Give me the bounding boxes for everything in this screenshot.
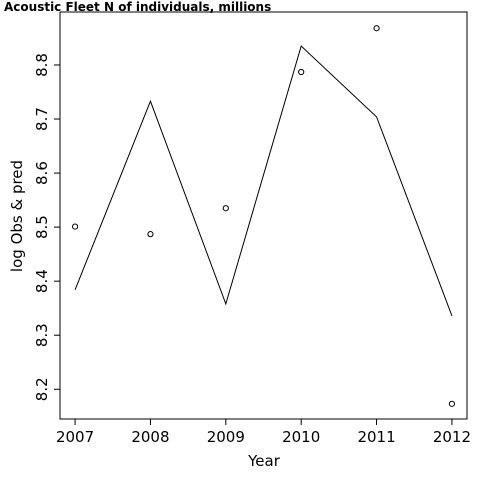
x-tick-label: 2012: [433, 428, 471, 446]
x-tick-label: 2010: [282, 428, 320, 446]
y-tick-label: 8.7: [33, 107, 51, 131]
observed-point: [298, 68, 305, 76]
y-tick-label: 8.8: [33, 53, 51, 77]
observed-point: [222, 205, 229, 212]
x-tick-label: 2011: [357, 428, 395, 446]
observed-point: [373, 25, 380, 32]
x-axis: 2007 2008 2009 2010 2011 2012: [56, 419, 471, 446]
y-tick-label: 8.3: [33, 323, 51, 347]
plot-frame: [59, 11, 468, 420]
y-tick-label: 8.5: [33, 215, 51, 239]
observed-point: [147, 231, 154, 238]
y-tick-label: 8.4: [33, 269, 51, 293]
y-tick-label: 8.2: [33, 377, 51, 401]
plot-marks: [71, 25, 456, 407]
x-tick-label: 2008: [131, 428, 169, 446]
x-tick-label: 2007: [56, 428, 94, 446]
observed-point: [448, 400, 456, 407]
observed-point: [71, 223, 79, 230]
y-axis-title: log Obs & pred: [8, 160, 26, 272]
chart-title: Acoustic Fleet N of individuals, million…: [4, 0, 271, 14]
y-tick-label: 8.6: [33, 161, 51, 185]
x-axis-title: Year: [247, 452, 281, 470]
y-axis: 8.2 8.3 8.4 8.5 8.6 8.7 8.8: [33, 53, 60, 401]
predicted-line: [74, 45, 453, 316]
x-tick-label: 2009: [207, 428, 245, 446]
